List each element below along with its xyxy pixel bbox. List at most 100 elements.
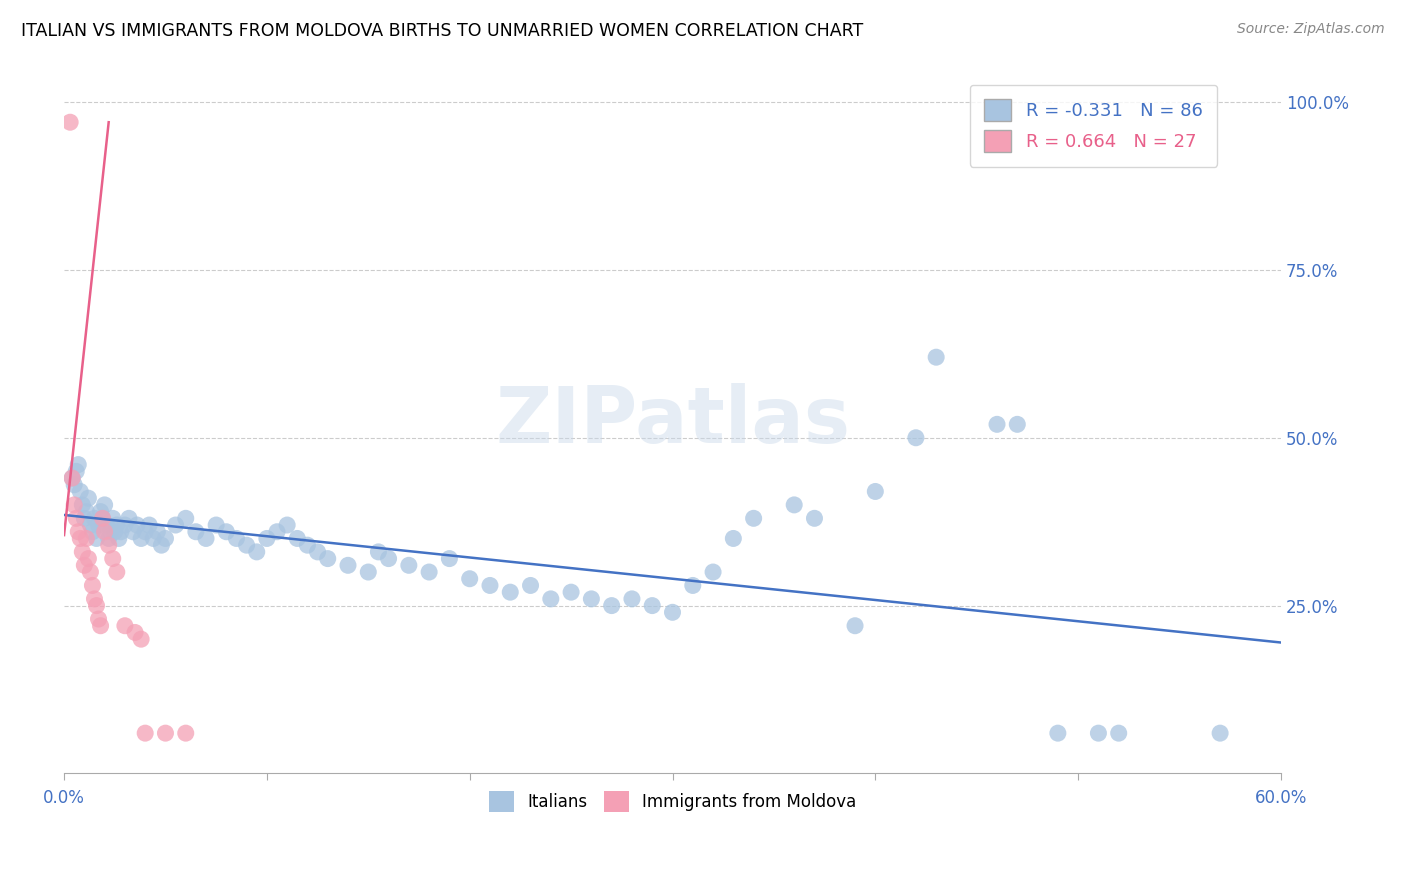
- Point: [865, 484, 887, 499]
- Point: [72, 545, 94, 559]
- Point: [77, 551, 100, 566]
- Point: [418, 565, 440, 579]
- Point: [105, 518, 128, 533]
- Point: [129, 532, 152, 546]
- Point: [82, 524, 104, 539]
- Point: [1007, 417, 1029, 432]
- Point: [83, 591, 105, 606]
- Point: [307, 545, 329, 559]
- Point: [246, 545, 269, 559]
- Point: [104, 524, 127, 539]
- Point: [266, 524, 288, 539]
- Point: [82, 578, 104, 592]
- Point: [91, 511, 114, 525]
- Point: [101, 551, 124, 566]
- Point: [100, 524, 122, 539]
- Point: [377, 551, 399, 566]
- Point: [742, 511, 765, 525]
- Point: [285, 532, 308, 546]
- Point: [110, 524, 132, 539]
- Point: [155, 532, 177, 546]
- Point: [641, 599, 664, 613]
- Point: [87, 612, 110, 626]
- Point: [600, 599, 623, 613]
- Point: [174, 511, 197, 525]
- Point: [77, 491, 100, 505]
- Point: [72, 498, 94, 512]
- Point: [1046, 726, 1069, 740]
- Point: [101, 511, 124, 525]
- Point: [142, 532, 165, 546]
- Point: [90, 505, 112, 519]
- Point: [155, 726, 177, 740]
- Point: [702, 565, 724, 579]
- Point: [1108, 726, 1130, 740]
- Point: [661, 605, 683, 619]
- Point: [69, 484, 91, 499]
- Point: [122, 524, 145, 539]
- Point: [125, 518, 148, 533]
- Point: [86, 599, 108, 613]
- Point: [75, 505, 97, 519]
- Point: [73, 511, 96, 525]
- Point: [69, 532, 91, 546]
- Point: [93, 524, 115, 539]
- Point: [184, 524, 207, 539]
- Point: [118, 511, 141, 525]
- Point: [93, 498, 115, 512]
- Point: [129, 632, 152, 647]
- Point: [60, 471, 83, 485]
- Point: [844, 618, 866, 632]
- Point: [560, 585, 582, 599]
- Point: [138, 518, 160, 533]
- Point: [165, 518, 187, 533]
- Point: [499, 585, 522, 599]
- Point: [67, 524, 90, 539]
- Point: [682, 578, 704, 592]
- Point: [75, 532, 97, 546]
- Point: [519, 578, 541, 592]
- Point: [83, 511, 105, 525]
- Point: [63, 498, 86, 512]
- Point: [97, 538, 120, 552]
- Point: [146, 524, 169, 539]
- Point: [458, 572, 481, 586]
- Point: [235, 538, 257, 552]
- Point: [79, 565, 101, 579]
- Point: [904, 431, 927, 445]
- Point: [97, 532, 120, 546]
- Point: [256, 532, 278, 546]
- Point: [90, 618, 112, 632]
- Point: [620, 591, 643, 606]
- Point: [108, 532, 131, 546]
- Point: [65, 464, 87, 478]
- Point: [783, 498, 806, 512]
- Text: Source: ZipAtlas.com: Source: ZipAtlas.com: [1237, 22, 1385, 37]
- Point: [63, 477, 86, 491]
- Point: [925, 350, 948, 364]
- Point: [478, 578, 501, 592]
- Point: [114, 618, 136, 632]
- Point: [297, 538, 319, 552]
- Point: [357, 565, 380, 579]
- Point: [79, 518, 101, 533]
- Point: [337, 558, 360, 573]
- Point: [150, 538, 173, 552]
- Point: [316, 551, 339, 566]
- Point: [986, 417, 1008, 432]
- Point: [73, 558, 96, 573]
- Point: [195, 532, 218, 546]
- Point: [367, 545, 389, 559]
- Point: [1087, 726, 1109, 740]
- Point: [124, 625, 146, 640]
- Point: [174, 726, 197, 740]
- Point: [215, 524, 238, 539]
- Point: [1209, 726, 1232, 740]
- Point: [723, 532, 745, 546]
- Point: [225, 532, 247, 546]
- Point: [86, 532, 108, 546]
- Point: [134, 524, 156, 539]
- Point: [114, 518, 136, 533]
- Text: ITALIAN VS IMMIGRANTS FROM MOLDOVA BIRTHS TO UNMARRIED WOMEN CORRELATION CHART: ITALIAN VS IMMIGRANTS FROM MOLDOVA BIRTH…: [21, 22, 863, 40]
- Point: [803, 511, 825, 525]
